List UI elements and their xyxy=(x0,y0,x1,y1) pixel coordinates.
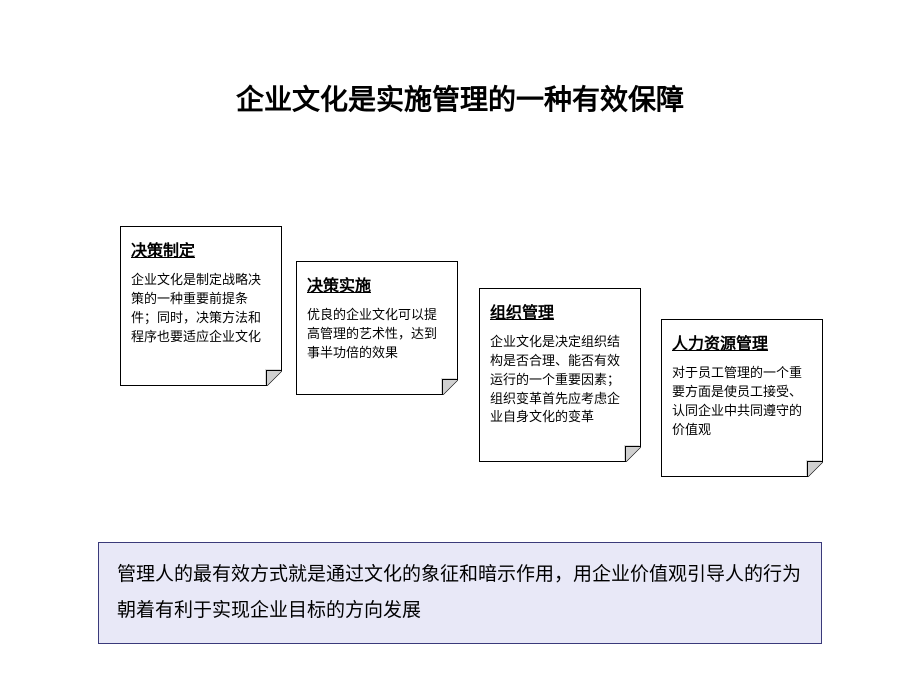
card-body: 企业文化是制定战略决策的一种重要前提条件；同时，决策方法和程序也要适应企业文化 xyxy=(131,271,271,346)
card-title: 人力资源管理 xyxy=(672,330,812,354)
footer-summary: 管理人的最有效方式就是通过文化的象征和暗示作用，用企业价值观引导人的行为朝着有利… xyxy=(98,542,822,644)
card-hr-management: 人力资源管理 对于员工管理的一个重要方面是使员工接受、认同企业中共同遵守的价值观 xyxy=(661,319,823,477)
page-fold-icon xyxy=(442,379,458,395)
page-title: 企业文化是实施管理的一种有效保障 xyxy=(0,78,920,118)
card-title: 决策实施 xyxy=(307,272,447,296)
card-title: 组织管理 xyxy=(490,299,630,323)
card-title: 决策制定 xyxy=(131,237,271,261)
page-fold-icon xyxy=(625,446,641,462)
card-decision-making: 决策制定 企业文化是制定战略决策的一种重要前提条件；同时，决策方法和程序也要适应… xyxy=(120,226,282,386)
card-body: 企业文化是决定组织结构是否合理、能否有效运行的一个重要因素；组织变革首先应考虑企… xyxy=(490,333,630,427)
page-fold-icon xyxy=(807,461,823,477)
card-body: 优良的企业文化可以提高管理的艺术性，达到事半功倍的效果 xyxy=(307,306,447,363)
card-organization-management: 组织管理 企业文化是决定组织结构是否合理、能否有效运行的一个重要因素；组织变革首… xyxy=(479,288,641,462)
page-fold-icon xyxy=(266,370,282,386)
card-decision-implementation: 决策实施 优良的企业文化可以提高管理的艺术性，达到事半功倍的效果 xyxy=(296,261,458,395)
card-body: 对于员工管理的一个重要方面是使员工接受、认同企业中共同遵守的价值观 xyxy=(672,364,812,439)
